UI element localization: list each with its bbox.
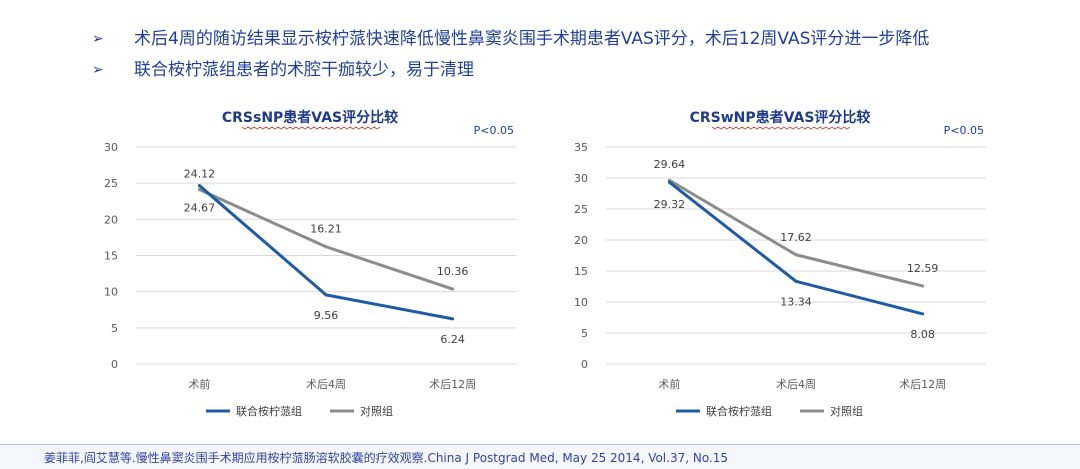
legend-label: 对照组 bbox=[830, 404, 863, 418]
p-value-annotation: P<0.05 bbox=[474, 124, 514, 137]
bullet-text: 术后4周的随访结果显示桉柠蒎快速降低慢性鼻窦炎围手术期患者VAS评分，术后12周… bbox=[134, 29, 930, 49]
data-label: 17.62 bbox=[780, 231, 812, 244]
title-underline bbox=[241, 126, 381, 130]
data-point bbox=[794, 253, 798, 257]
x-tick-label: 术前 bbox=[188, 377, 210, 391]
x-tick-label: 术后12周 bbox=[899, 378, 946, 391]
y-tick-label: 0 bbox=[111, 358, 118, 371]
data-point bbox=[921, 284, 925, 288]
data-point bbox=[921, 312, 925, 316]
data-label: 9.56 bbox=[314, 309, 339, 322]
data-point bbox=[197, 188, 201, 192]
y-tick-label: 30 bbox=[104, 141, 118, 154]
series-line-control bbox=[198, 188, 454, 291]
y-tick-label: 35 bbox=[574, 141, 588, 154]
data-label: 12.59 bbox=[907, 262, 939, 275]
y-tick-label: 15 bbox=[574, 265, 588, 278]
y-tick-label: 25 bbox=[574, 203, 588, 216]
bullet-text: 联合桉柠蒎组患者的术腔干痂较少，易于清理 bbox=[134, 60, 474, 80]
title-underline bbox=[711, 126, 851, 130]
crswnp-vas-chart-svg: CRSwNP患者VAS评分比较 P<0.05 0 5 10 15 20 25 30 35 术前 术后4… bbox=[574, 109, 986, 418]
data-label: 13.34 bbox=[780, 295, 812, 308]
crswnp-vas-chart: CRSwNP患者VAS评分比较 P<0.05 0 5 10 15 20 25 30 35 术前 术后4… bbox=[556, 100, 996, 430]
data-point bbox=[451, 287, 455, 291]
citation-footer: 姜菲菲,阎艾慧等.慢性鼻窦炎围手术期应用桉柠蒎肠溶软胶囊的疗效观察.China … bbox=[0, 444, 1080, 469]
y-tick-label: 10 bbox=[104, 286, 118, 299]
y-tick-label: 30 bbox=[574, 172, 588, 185]
data-point bbox=[667, 180, 671, 184]
data-point bbox=[324, 245, 328, 249]
data-label: 10.36 bbox=[437, 265, 469, 278]
data-label: 29.32 bbox=[654, 198, 686, 211]
chart-title: CRSsNP患者VAS评分比较 bbox=[222, 109, 398, 126]
x-tick-label: 术后4周 bbox=[776, 378, 816, 391]
y-tick-label: 15 bbox=[104, 250, 118, 263]
legend-label: 联合桉柠蒎组 bbox=[706, 404, 772, 418]
data-point bbox=[451, 317, 455, 321]
y-tick-label: 0 bbox=[581, 358, 588, 371]
data-label: 24.67 bbox=[184, 202, 216, 215]
p-value-annotation: P<0.05 bbox=[944, 124, 984, 137]
data-label: 6.24 bbox=[440, 333, 465, 346]
arrow-bullet-icon: ➢ bbox=[92, 62, 104, 78]
y-tick-label: 20 bbox=[574, 234, 588, 247]
x-tick-label: 术后12周 bbox=[429, 378, 476, 391]
crssnp-vas-chart: CRSsNP患者VAS评分比较 P<0.05 0 5 10 15 20 25 30 术前 术后4周 术… bbox=[86, 100, 526, 430]
y-tick-label: 5 bbox=[581, 327, 588, 340]
y-tick-label: 10 bbox=[574, 296, 588, 309]
legend-label: 对照组 bbox=[360, 404, 393, 418]
data-label: 16.21 bbox=[310, 223, 342, 236]
x-tick-label: 术前 bbox=[658, 377, 680, 391]
y-tick-label: 25 bbox=[104, 177, 118, 190]
data-point bbox=[324, 293, 328, 297]
arrow-bullet-icon: ➢ bbox=[92, 31, 104, 47]
citation-text: 姜菲菲,阎艾慧等.慢性鼻窦炎围手术期应用桉柠蒎肠溶软胶囊的疗效观察.China … bbox=[44, 451, 729, 465]
data-label: 29.64 bbox=[654, 158, 686, 171]
y-tick-label: 5 bbox=[111, 322, 118, 335]
data-label: 24.12 bbox=[184, 168, 216, 181]
data-label: 8.08 bbox=[910, 328, 935, 341]
legend-label: 联合桉柠蒎组 bbox=[236, 404, 302, 418]
data-point bbox=[197, 184, 201, 188]
x-tick-label: 术后4周 bbox=[306, 378, 346, 391]
chart-title: CRSwNP患者VAS评分比较 bbox=[690, 109, 871, 126]
y-tick-label: 20 bbox=[104, 213, 118, 226]
data-point bbox=[794, 279, 798, 283]
crssnp-vas-chart-svg: CRSsNP患者VAS评分比较 P<0.05 0 5 10 15 20 25 30 术前 术后4周 术… bbox=[104, 109, 516, 418]
